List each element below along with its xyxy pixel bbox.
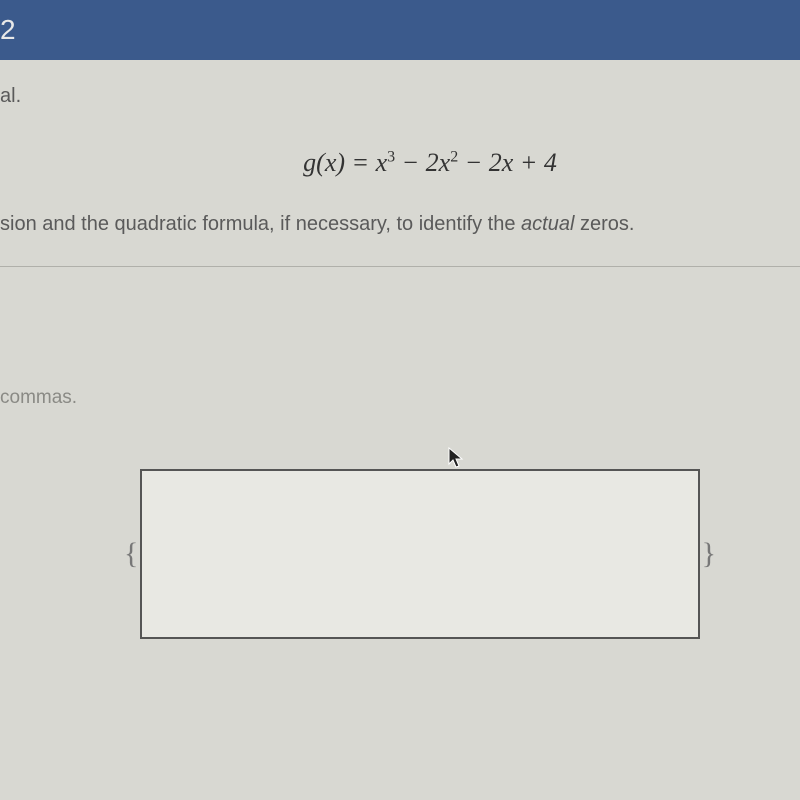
answer-input[interactable] [142,471,698,637]
instruction-italic: actual [521,213,574,235]
prompt-partial-top: al. [0,80,800,108]
brace-left: { [124,537,138,571]
instruction-tail: zeros. [574,213,634,235]
equation: g(x) = x3 − 2x2 − 2x + 4 [0,148,800,178]
content-area: al. g(x) = x3 − 2x2 − 2x + 4 sion and th… [0,60,800,639]
instruction-partial: sion and the quadratic formula, if neces… [0,213,521,235]
instruction-text: sion and the quadratic formula, if neces… [0,213,800,236]
hint-partial: commas. [0,387,800,409]
title-bar: 2 [0,0,800,60]
answer-container: { } [140,469,700,639]
title-number: 2 [0,14,16,45]
brace-right: } [702,537,716,571]
divider [0,266,800,267]
